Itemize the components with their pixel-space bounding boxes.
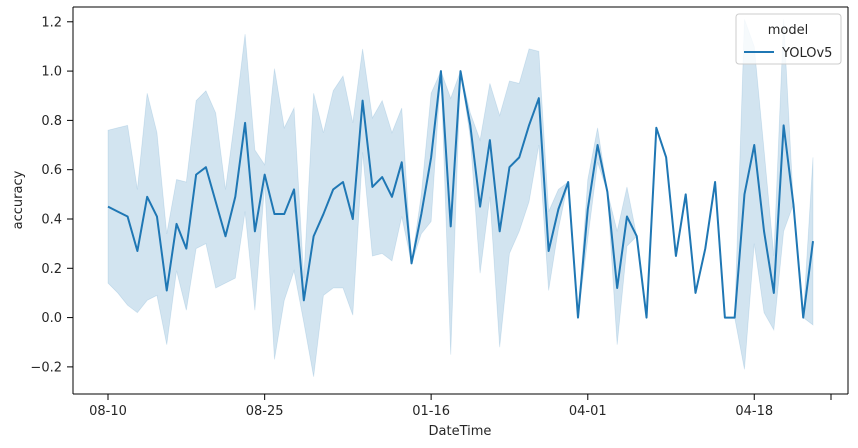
axes [72,6,849,395]
x-tick-label: 01-16 [412,404,450,419]
x-tick-label: 08-25 [246,404,284,419]
confidence-band-yolov5 [107,19,814,377]
y-tick-label: 0.8 [41,114,62,129]
x-tick-label: 04-01 [569,404,607,419]
confidence-band-layer [107,19,814,377]
y-tick-label: −0.2 [30,360,62,375]
y-axis-title: accuracy [11,170,26,229]
x-tick-label: 08-10 [89,404,127,419]
legend-title: model [768,23,808,38]
y-tick-label: 0.6 [41,163,62,178]
series-line-layer [107,70,814,319]
x-axis-title: DateTime [429,424,492,439]
y-tick-label: 0.0 [41,311,62,326]
x-axis-ticks: 08-10 08-25 01-16 04-01 04-18 [89,394,832,419]
y-tick-label: 0.2 [41,262,62,277]
x-tick-label: 04-18 [735,404,773,419]
y-axis-ticks: −0.2 0.0 0.2 0.4 0.6 0.8 1.0 1.2 [30,15,73,375]
legend-label-yolov5: YOLOv5 [781,46,832,61]
y-tick-label: 1.0 [41,65,62,80]
legend: model YOLOv5 [735,13,842,65]
y-tick-label: 1.2 [41,15,62,30]
y-tick-label: 0.4 [41,212,62,227]
